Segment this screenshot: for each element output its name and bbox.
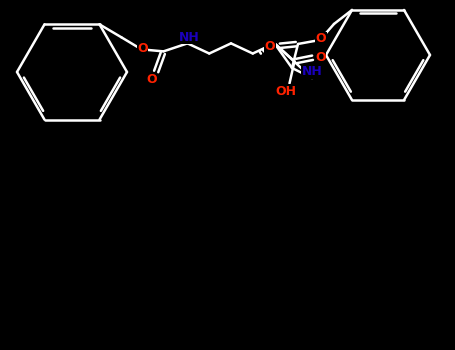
Text: O: O xyxy=(146,73,157,86)
Text: O: O xyxy=(316,33,326,46)
Text: O: O xyxy=(137,42,148,55)
Text: O: O xyxy=(315,51,326,64)
Text: O: O xyxy=(265,41,275,54)
Text: OH: OH xyxy=(275,85,296,98)
Text: NH: NH xyxy=(302,65,323,78)
Text: NH: NH xyxy=(179,31,200,44)
